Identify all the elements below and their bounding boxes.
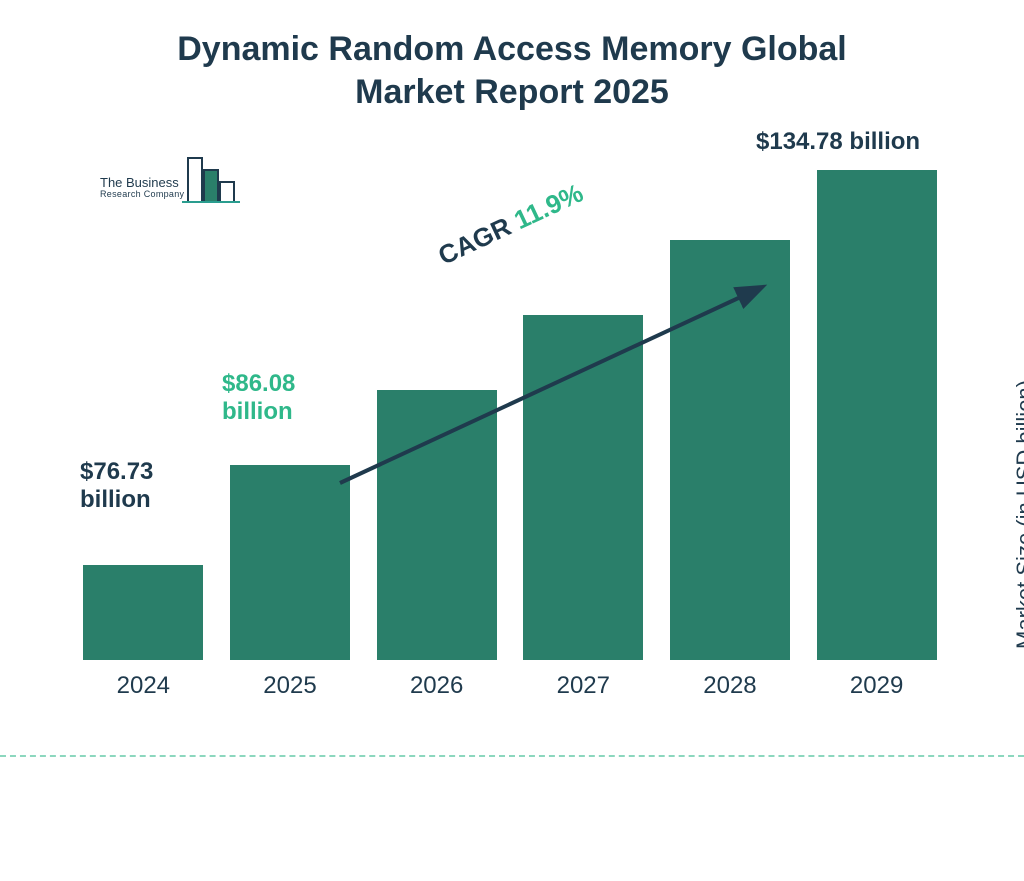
bar	[670, 240, 790, 660]
bar	[83, 565, 203, 660]
title-line1: Dynamic Random Access Memory Global	[177, 30, 847, 68]
bar	[817, 170, 937, 660]
bar-wrap	[807, 170, 947, 660]
bar-wrap	[660, 240, 800, 660]
x-axis-labels: 202420252026202720282029	[70, 672, 950, 700]
x-axis-label: 2028	[660, 672, 800, 700]
x-axis-label: 2029	[807, 672, 947, 700]
chart-title: Dynamic Random Access Memory Global Mark…	[0, 0, 1024, 113]
value-label: $76.73billion	[80, 458, 153, 513]
y-axis-label: Market Size (in USD billion)	[1012, 380, 1024, 649]
bar	[523, 315, 643, 660]
x-axis-label: 2027	[513, 672, 653, 700]
bar	[230, 465, 350, 660]
x-axis-label: 2025	[220, 672, 360, 700]
x-axis-label: 2024	[73, 672, 213, 700]
bar-wrap	[367, 390, 507, 660]
x-axis-label: 2026	[367, 672, 507, 700]
bottom-dashed-line	[0, 755, 1024, 757]
value-label: $134.78 billion	[756, 128, 920, 156]
value-label: $86.08billion	[222, 370, 295, 425]
bar	[377, 390, 497, 660]
bar-wrap	[73, 565, 213, 660]
bar-wrap	[220, 465, 360, 660]
bar-wrap	[513, 315, 653, 660]
title-line2: Market Report 2025	[355, 73, 669, 111]
